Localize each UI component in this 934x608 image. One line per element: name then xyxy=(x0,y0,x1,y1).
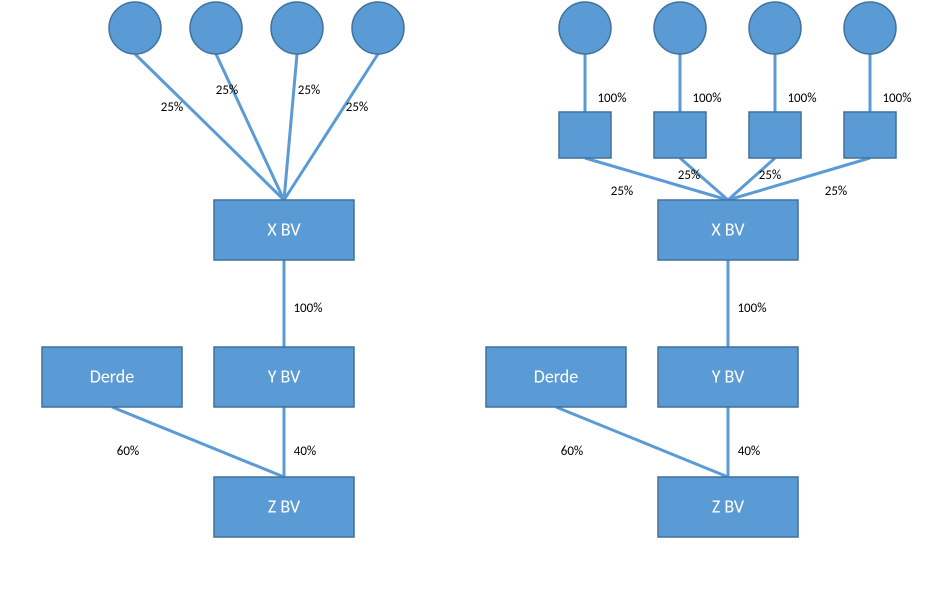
right-square-edge-label-1: 25% xyxy=(678,168,700,183)
left-zbv-label: Z BV xyxy=(268,495,301,517)
left-edge-1 xyxy=(216,54,284,200)
left-circle-0 xyxy=(109,2,161,54)
right-circle-3 xyxy=(844,2,896,54)
left-edge-label-1: 25% xyxy=(216,83,238,98)
right-circle-0 xyxy=(559,2,611,54)
right-square-edge-0 xyxy=(585,158,728,200)
right-square-0 xyxy=(559,112,611,158)
right-derde-label: Derde xyxy=(534,365,579,387)
right-circle-edge-label-2: 100% xyxy=(787,91,816,106)
left-edge-label-0: 25% xyxy=(161,100,183,115)
left-edge-label-2: 25% xyxy=(298,83,320,98)
right-circle-edge-label-1: 100% xyxy=(692,91,721,106)
right-circle-2 xyxy=(749,2,801,54)
left-circle-1 xyxy=(190,2,242,54)
left-edge-0 xyxy=(135,54,284,200)
left-circle-2 xyxy=(271,2,323,54)
right-square-1 xyxy=(654,112,706,158)
left-derde-label: Derde xyxy=(90,365,135,387)
right-edge-label-2: 60% xyxy=(561,444,583,459)
left-circle-3 xyxy=(352,2,404,54)
left-edge-label-4: 100% xyxy=(293,301,322,316)
org-diagram: 25% 25% 25% 25% 100% 40% 60% X BV Y BV Derde Z BV 1… xyxy=(0,0,934,608)
right-square-edge-label-0: 25% xyxy=(611,184,633,199)
left-edge-label-5: 40% xyxy=(294,444,316,459)
right-square-3 xyxy=(844,112,896,158)
left-edge-label-6: 60% xyxy=(117,444,139,459)
left-edge-2 xyxy=(284,54,297,200)
right-circle-edge-label-3: 100% xyxy=(882,91,911,106)
left-edge-label-3: 25% xyxy=(346,100,368,115)
right-square-edge-label-2: 25% xyxy=(759,168,781,183)
right-zbv-label: Z BV xyxy=(712,495,745,517)
right-ybv-label: Y BV xyxy=(712,365,745,387)
left-edge-3 xyxy=(284,54,378,200)
left-ybv-label: Y BV xyxy=(268,365,301,387)
right-edge-2 xyxy=(556,407,728,477)
right-square-edge-label-3: 25% xyxy=(825,184,847,199)
right-circle-edge-label-0: 100% xyxy=(597,91,626,106)
left-xbv-label: X BV xyxy=(267,218,301,240)
right-square-2 xyxy=(749,112,801,158)
right-edge-label-0: 100% xyxy=(737,301,766,316)
left-edge-6 xyxy=(112,407,284,477)
right-circle-1 xyxy=(654,2,706,54)
right-xbv-label: X BV xyxy=(711,218,745,240)
right-edge-label-1: 40% xyxy=(738,444,760,459)
